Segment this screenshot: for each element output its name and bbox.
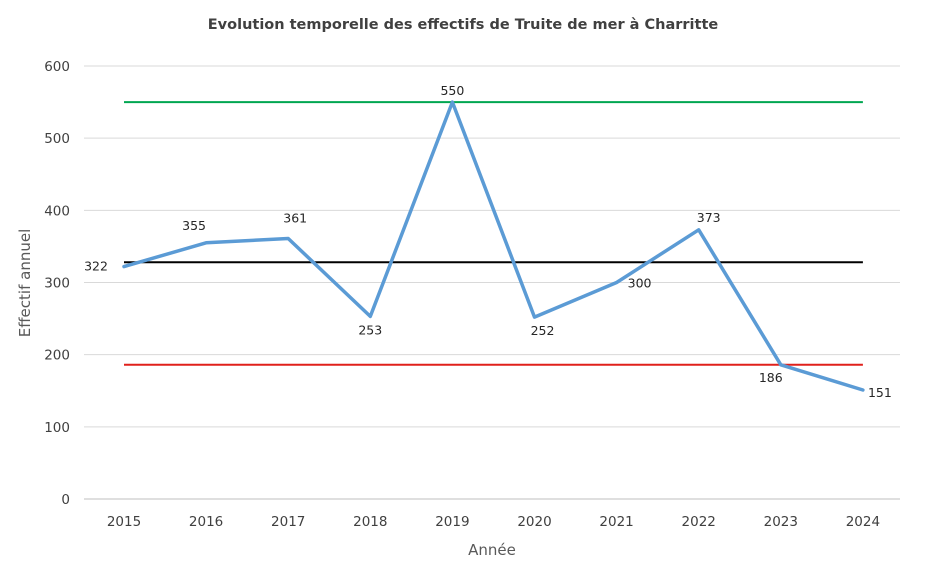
reference-lines [124,101,863,366]
data-labels: 322 355 361 253 550 252 300 373 186 151 [84,83,892,400]
y-tick-label: 0 [61,492,70,508]
x-tick-label: 2020 [517,514,551,530]
data-label: 373 [697,210,721,225]
data-label: 151 [868,385,892,400]
series-line [122,100,865,392]
y-tick-label: 500 [44,131,70,147]
x-tick-label: 2018 [353,514,387,530]
x-tick-label: 2023 [764,514,798,530]
y-tick-label: 600 [44,59,70,75]
x-tick-label: 2022 [682,514,716,530]
x-tick-label: 2024 [846,514,880,530]
series-lines [122,100,865,392]
data-label: 361 [283,210,307,225]
y-tick-label: 100 [44,420,70,436]
y-tick-label: 300 [44,276,70,292]
data-label: 252 [531,323,555,338]
x-axis-tick-labels: 2015 2016 2017 2018 2019 2020 2021 2022 2023 2024 [107,514,880,530]
x-tick-label: 2015 [107,514,141,530]
data-label: 355 [182,218,206,233]
y-axis-title: Effectif annuel [16,229,34,338]
x-axis-title: Année [468,541,516,559]
x-tick-label: 2021 [599,514,633,530]
y-axis-tick-labels: 0 100 200 300 400 500 600 [44,59,70,508]
data-label: 253 [358,322,382,337]
y-tick-label: 200 [44,348,70,364]
y-tick-label: 400 [44,203,70,219]
data-label: 186 [759,370,783,385]
chart-title: Evolution temporelle des effectifs de Tr… [208,17,719,33]
data-label: 300 [628,276,652,291]
gridlines [84,65,900,500]
data-label: 550 [440,83,464,98]
x-tick-label: 2019 [435,514,469,530]
x-tick-label: 2016 [189,514,223,530]
data-label: 322 [84,259,108,274]
x-tick-label: 2017 [271,514,305,530]
